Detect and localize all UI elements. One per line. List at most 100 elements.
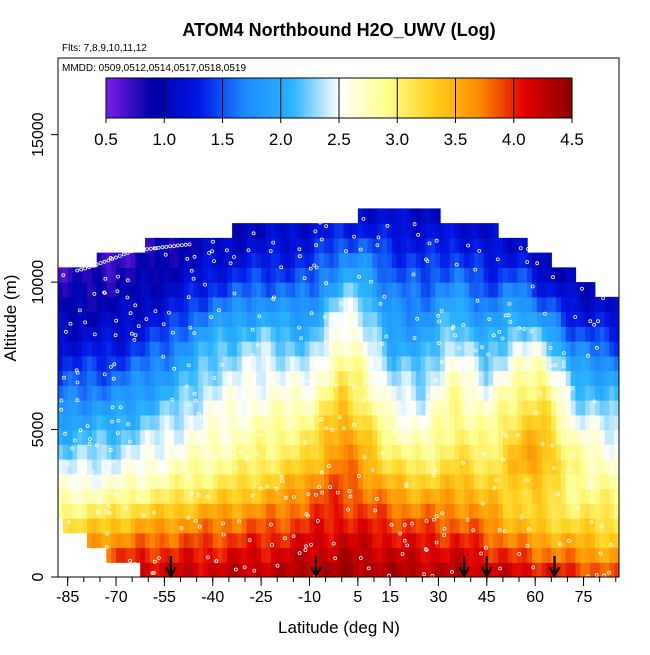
heatmap-cell — [507, 473, 514, 490]
heatmap-cell — [444, 429, 451, 445]
heatmap-cell — [435, 341, 441, 357]
colorbar-segment — [242, 78, 247, 118]
heatmap-cell — [377, 326, 383, 342]
heatmap-cell — [256, 518, 262, 534]
track-point — [434, 514, 439, 518]
track-point — [314, 243, 319, 248]
heatmap-cell — [241, 473, 248, 490]
heatmap-cell — [560, 444, 567, 460]
track-point — [380, 341, 385, 346]
heatmap-cell — [164, 252, 170, 268]
heatmap-cell — [386, 414, 393, 431]
heatmap-cell — [483, 503, 490, 519]
heatmap-cell — [203, 518, 209, 534]
track-point — [151, 570, 156, 575]
heatmap-cell — [483, 532, 490, 549]
heatmap-cell — [256, 370, 262, 386]
heatmap-cell — [323, 414, 330, 431]
track-point — [449, 569, 454, 574]
heatmap-cell — [498, 473, 504, 490]
heatmap-cell — [536, 385, 543, 401]
heatmap-cell — [420, 518, 427, 534]
heatmap-cell — [459, 414, 465, 431]
heatmap-cell — [420, 237, 427, 254]
colorbar-segment — [507, 78, 512, 118]
heatmap-cell — [575, 296, 581, 313]
heatmap-cell — [261, 252, 267, 268]
colorbar-segment — [487, 78, 491, 118]
heatmap-cell — [236, 326, 243, 342]
track-point — [185, 256, 190, 261]
heatmap-cell — [241, 296, 248, 313]
heatmap-cell — [77, 459, 83, 475]
track-point — [224, 248, 229, 253]
heatmap-cell — [227, 341, 233, 357]
heatmap-cell — [241, 237, 248, 254]
heatmap-cell — [348, 237, 354, 254]
colorbar-segment — [362, 78, 366, 118]
heatmap-cell — [193, 459, 199, 475]
heatmap-cell — [256, 444, 262, 460]
heatmap-cell — [193, 400, 199, 416]
track-point — [170, 397, 175, 402]
heatmap-cell — [377, 444, 383, 460]
heatmap-cell — [304, 473, 311, 490]
heatmap-cell — [580, 341, 586, 357]
track-point — [98, 261, 103, 266]
colorbar-segment — [196, 78, 200, 118]
heatmap-cell — [527, 326, 533, 342]
heatmap-cell — [560, 547, 567, 563]
heatmap-cell — [386, 473, 393, 490]
heatmap-cell — [299, 444, 306, 460]
heatmap-cell — [62, 400, 69, 416]
heatmap-cell — [67, 370, 74, 386]
heatmap-cell — [270, 296, 277, 313]
heatmap-cell — [386, 326, 393, 342]
heatmap-cell — [125, 429, 132, 445]
track-point — [467, 400, 472, 405]
heatmap-cell — [169, 429, 175, 445]
heatmap-cell — [343, 400, 349, 416]
heatmap-cell — [556, 326, 562, 342]
heatmap-cell — [58, 311, 64, 327]
track-point — [386, 425, 391, 430]
x-tick-label: -55 — [153, 589, 176, 606]
heatmap-cell — [372, 311, 378, 327]
heatmap-cell — [67, 355, 74, 372]
heatmap-cell — [604, 503, 610, 519]
heatmap-cell — [536, 355, 543, 372]
track-point — [389, 522, 394, 527]
heatmap-cell — [386, 503, 393, 519]
heatmap-cell — [130, 370, 136, 386]
heatmap-cell — [401, 459, 407, 475]
heatmap-cell — [488, 223, 494, 239]
heatmap-cell — [188, 385, 195, 401]
heatmap-cell — [411, 355, 417, 372]
heatmap-cell — [483, 267, 490, 283]
heatmap-cell — [319, 385, 325, 401]
heatmap-cell — [493, 311, 499, 327]
colorbar-segment — [117, 78, 122, 118]
heatmap-cell — [343, 562, 349, 577]
heatmap-cell — [551, 503, 557, 519]
colorbar-segment — [114, 78, 119, 118]
heatmap-cell — [183, 429, 190, 445]
heatmap-cell — [314, 370, 320, 386]
heatmap-cell — [444, 237, 451, 254]
heatmap-cell — [396, 296, 402, 313]
colorbar-segment — [522, 78, 526, 118]
heatmap-cell — [353, 414, 359, 431]
track-point — [297, 325, 301, 330]
heatmap-cell — [589, 341, 596, 357]
track-point — [192, 331, 197, 336]
heatmap-cell — [299, 267, 306, 283]
track-point — [135, 483, 140, 488]
heatmap-cell — [140, 400, 146, 416]
heatmap-cell — [227, 237, 233, 254]
heatmap-cell — [116, 473, 122, 490]
heatmap-cell — [353, 385, 359, 401]
heatmap-cell — [82, 444, 88, 460]
heatmap-cell — [575, 488, 581, 504]
heatmap-cell — [420, 547, 427, 563]
heatmap-cell — [145, 282, 151, 298]
